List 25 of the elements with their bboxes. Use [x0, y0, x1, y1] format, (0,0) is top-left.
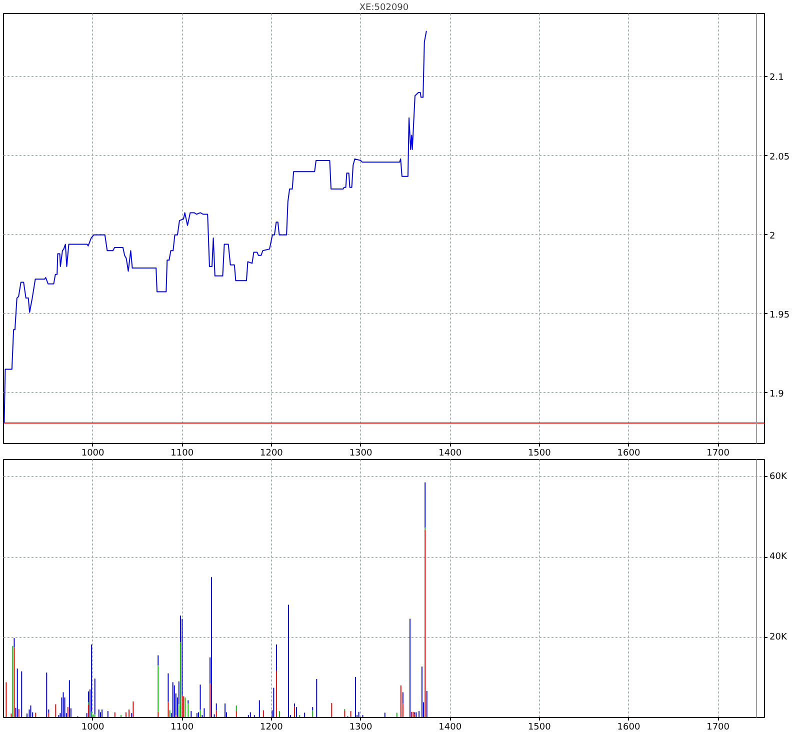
- x-tick-label: 1100: [170, 722, 194, 732]
- x-tick-label: 1000: [81, 722, 105, 732]
- y-tick-label: 2.05: [770, 152, 790, 162]
- x-tick-label: 1500: [528, 722, 552, 732]
- y-tick-label: 60K: [770, 472, 788, 482]
- x-tick-label: 1300: [349, 448, 373, 458]
- y-tick-label: 2: [770, 231, 776, 242]
- x-tick-label: 1600: [617, 448, 640, 458]
- x-tick-label: 1200: [260, 722, 284, 732]
- x-tick-label: 1700: [706, 722, 730, 732]
- y-tick-label: 20K: [770, 632, 788, 642]
- x-tick-label: 1100: [170, 448, 194, 458]
- x-tick-label: 1600: [617, 722, 640, 732]
- x-tick-label: 1200: [260, 448, 284, 458]
- y-tick-label: 1.95: [770, 310, 790, 320]
- y-tick-label: 2.1: [770, 73, 784, 84]
- x-tick-label: 1500: [528, 448, 552, 458]
- y-tick-label: 1.9: [770, 389, 784, 400]
- x-tick-label: 1700: [706, 448, 730, 458]
- x-tick-label: 1400: [438, 722, 462, 732]
- x-tick-label: 1400: [438, 448, 462, 458]
- chart-title: XE:502090: [359, 3, 409, 13]
- x-tick-label: 1000: [81, 448, 105, 458]
- x-tick-label: 1300: [349, 722, 373, 732]
- y-tick-label: 40K: [770, 552, 788, 562]
